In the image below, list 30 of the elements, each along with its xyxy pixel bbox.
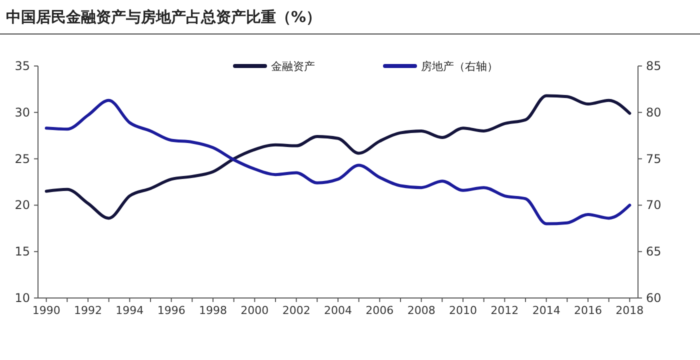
- x-tick-label: 2008: [407, 304, 436, 317]
- x-tick-label: 2012: [490, 304, 519, 317]
- y-tick-label: 35: [14, 59, 30, 73]
- y-tick-label: 15: [14, 244, 30, 259]
- x-tick-label: 2010: [449, 304, 477, 317]
- y2-tick-label: 80: [646, 105, 662, 120]
- y-tick-label: 10: [14, 291, 30, 305]
- x-tick-label: 2006: [366, 304, 394, 317]
- x-tick-label: 1998: [199, 304, 227, 317]
- y2-tick-label: 60: [646, 291, 662, 305]
- legend-label: 金融资产: [271, 60, 315, 73]
- x-tick-label: 1994: [116, 304, 144, 317]
- x-tick-label: 1996: [157, 304, 186, 317]
- y2-tick-label: 85: [646, 59, 662, 73]
- legend-label: 房地产（右轴）: [421, 60, 498, 73]
- y2-tick-label: 75: [646, 152, 662, 166]
- chart-title: 中国居民金融资产与房地产占总资产比重（%）: [6, 8, 322, 26]
- y-tick-label: 20: [14, 198, 30, 212]
- y-tick-label: 30: [14, 105, 30, 120]
- x-tick-label: 2014: [532, 304, 560, 317]
- x-tick-label: 2002: [282, 304, 310, 317]
- y2-tick-label: 65: [646, 244, 662, 259]
- x-tick-label: 1990: [32, 304, 60, 317]
- x-tick-label: 2016: [574, 304, 602, 317]
- x-tick-label: 2000: [240, 304, 269, 317]
- x-tick-label: 1992: [74, 304, 102, 317]
- y2-tick-label: 70: [646, 198, 662, 212]
- x-tick-label: 2004: [324, 304, 352, 317]
- y-tick-label: 25: [14, 152, 30, 166]
- x-tick-label: 2018: [616, 304, 644, 317]
